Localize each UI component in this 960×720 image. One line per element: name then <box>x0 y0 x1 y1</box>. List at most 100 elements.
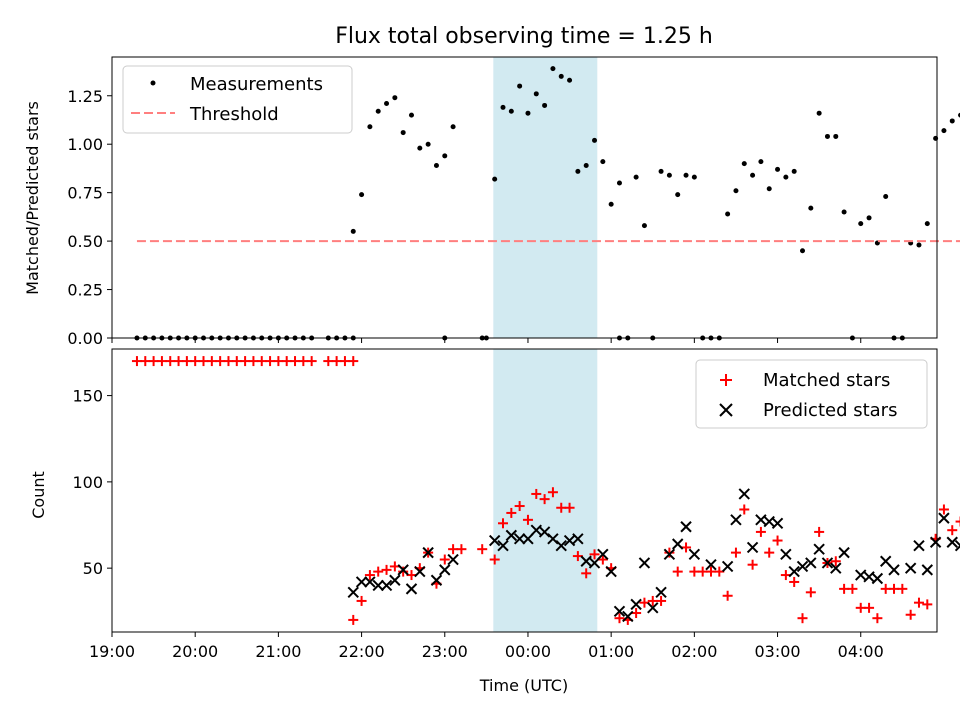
measurement-point <box>608 201 614 207</box>
measurement-point <box>375 108 381 114</box>
predicted-stars-point <box>938 512 950 524</box>
measurement-point <box>417 145 423 151</box>
measurement-point <box>883 194 889 200</box>
measurement-point <box>866 215 872 221</box>
matched-stars-point <box>672 566 683 577</box>
predicted-stars-point <box>721 560 734 573</box>
measurement-point <box>791 168 797 174</box>
measurement-point <box>808 205 814 211</box>
matched-stars-point <box>489 554 500 565</box>
measurement-point <box>949 118 955 124</box>
measurement-point <box>550 66 556 72</box>
matched-stars-point <box>356 595 367 606</box>
y-tick-label: 100 <box>72 473 103 492</box>
predicted-stars-point <box>672 538 684 550</box>
measurement-point <box>517 83 523 89</box>
measurement-point <box>941 128 947 134</box>
matched-stars-point <box>714 566 725 577</box>
predicted-stars-point <box>588 557 601 569</box>
legend-predicted-label: Predicted stars <box>763 400 897 421</box>
matched-stars-point <box>439 554 450 565</box>
measurement-point <box>567 77 573 83</box>
predicted-stars-point <box>755 514 767 526</box>
matched-stars-point <box>572 551 583 562</box>
highlight-span <box>493 349 598 632</box>
predicted-stars-point <box>405 583 418 595</box>
predicted-stars-point <box>888 564 900 576</box>
ratio-y-axis-label: Matched/Predicted stars <box>23 101 42 295</box>
predicted-stars-point <box>780 548 792 561</box>
matched-stars-point <box>656 595 667 606</box>
count-panel-frame <box>111 348 938 633</box>
y-tick-label: 0.00 <box>67 329 103 348</box>
matched-stars-point <box>955 516 960 527</box>
measurement-point <box>542 102 548 108</box>
x-axis-label: Time (UTC) <box>479 676 568 695</box>
y-tick-label: 1.25 <box>67 87 103 106</box>
predicted-stars-point <box>879 555 892 567</box>
predicted-stars-point <box>946 536 958 548</box>
matched-stars-point <box>506 507 517 518</box>
x-tick-label: 22:00 <box>339 642 385 661</box>
legend-matched-marker <box>720 374 732 386</box>
measurement-point <box>583 163 589 169</box>
matched-stars-point <box>531 488 542 499</box>
measurement-point <box>350 228 356 234</box>
matched-stars-point <box>614 613 625 624</box>
x-tick-label: 03:00 <box>754 642 800 661</box>
measurement-point <box>666 172 672 178</box>
measurement-point <box>425 141 431 147</box>
measurement-point <box>766 186 772 192</box>
predicted-stars-point <box>680 521 692 533</box>
highlight-span <box>493 57 598 338</box>
matched-stars-point <box>681 542 692 553</box>
measurement-point <box>400 130 406 136</box>
count-legend: Matched stars Predicted stars <box>695 359 928 429</box>
measurement-point <box>733 188 739 194</box>
y-tick-label: 150 <box>72 387 103 406</box>
matched-stars-point <box>730 547 741 558</box>
predicted-stars-point <box>513 533 526 545</box>
matched-stars-point <box>456 544 467 555</box>
predicted-stars-point <box>929 536 942 548</box>
matched-stars-point <box>539 494 550 505</box>
predicted-stars-point <box>397 564 409 576</box>
measurement-point <box>858 221 864 227</box>
x-tick-label: 21:00 <box>255 642 301 661</box>
predicted-stars-point <box>580 555 592 567</box>
predicted-stars-point <box>497 540 509 552</box>
measurement-point <box>408 112 414 118</box>
measurement-point <box>750 172 756 178</box>
matched-stars-point <box>947 525 958 536</box>
predicted-stars-point <box>563 534 576 547</box>
matched-stars-point <box>631 608 642 619</box>
measurement-point <box>924 221 930 227</box>
matched-stars-point <box>938 504 949 515</box>
predicted-stars-point <box>380 579 393 592</box>
matched-stars-point <box>398 566 409 577</box>
predicted-stars-point <box>830 562 842 574</box>
ratio-panel: 0.00 0.25 0.50 0.75 1.00 1.25 Matched/Predict… <box>23 56 960 348</box>
predicted-stars-point <box>738 488 750 500</box>
matched-stars-point <box>547 487 558 498</box>
predicted-stars-point <box>954 540 960 552</box>
measurement-point <box>359 192 365 198</box>
predicted-stars-point <box>863 571 875 583</box>
measurement-point <box>384 101 390 107</box>
measurement-point <box>691 174 697 180</box>
predicted-stars-point <box>630 598 642 611</box>
legend-measurements-marker <box>150 80 156 86</box>
predicted-stars-point <box>355 576 368 588</box>
predicted-stars-point <box>746 541 759 554</box>
count-y-axis-label: Count <box>29 471 48 519</box>
matched-stars-point <box>664 547 675 558</box>
matched-stars-point <box>597 554 608 565</box>
measurement-point <box>675 192 681 198</box>
measurement-point <box>392 95 398 101</box>
matched-stars-point <box>477 544 488 555</box>
predicted-stars-point <box>871 572 884 585</box>
matched-stars-point <box>364 570 375 581</box>
matched-stars-point <box>564 502 575 513</box>
predicted-stars-point <box>389 574 401 586</box>
matched-stars-point <box>805 587 816 598</box>
